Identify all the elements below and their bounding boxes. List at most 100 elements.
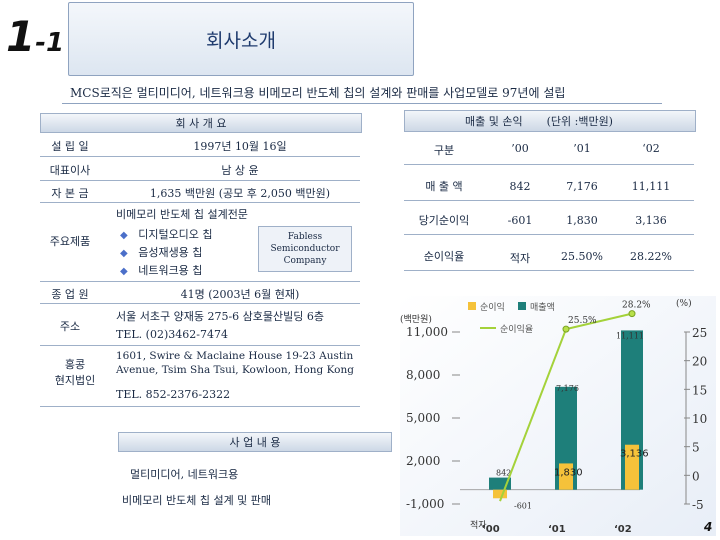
hk-label-line: 홍콩 [64, 358, 86, 371]
rate-point [562, 325, 570, 333]
fabless-badge: Fabless Semiconductor Company [258, 226, 352, 272]
capital-label: 자 본 금 [51, 187, 89, 200]
slide-number-main: 1 [6, 12, 36, 61]
y2-tick-label: 20 [692, 355, 707, 369]
x-tick-label: ‘01 [548, 524, 566, 535]
y-tick-label: 8,000 [406, 368, 440, 382]
x-tick-label: ’00 [482, 524, 500, 535]
bar-profit [559, 463, 573, 490]
diamond-icon: ◆ [120, 248, 128, 259]
business-header: 사 업 내 용 [118, 432, 392, 452]
address-line: 서울 서초구 양재동 275-6 삼호물산빌딩 6층 [116, 310, 324, 323]
fin-cell: 3,136 [635, 214, 667, 227]
employees-label: 종 업 원 [51, 288, 89, 301]
finance-title: 매출 및 손익 [465, 115, 523, 128]
divider [404, 270, 694, 271]
hk-label-line: 현지법인 [54, 374, 96, 387]
business-line: 비메모리 반도체 칩 설계 및 판매 [122, 494, 272, 507]
fin-cell: 842 [509, 180, 531, 193]
fin-col-header: ’00 [511, 142, 529, 155]
fin-col-header: ‘02 [642, 142, 660, 155]
bar-profit [493, 489, 507, 499]
bar-profit [625, 444, 639, 490]
data-label-rate: 28.2% [622, 301, 651, 311]
fin-cell: 7,176 [566, 180, 598, 193]
legend-swatch [518, 302, 526, 310]
legend-label: 순이익 [480, 301, 505, 313]
hk-address-line: Avenue, Tsim Sha Tsui, Kowloon, Hong Kon… [116, 364, 354, 376]
slide-number-sub: -1 [35, 28, 65, 58]
data-label-sales: 11,111 [616, 331, 644, 340]
legend-label: 매출액 [530, 301, 555, 313]
badge-line: Fabless [287, 232, 323, 242]
product-item: ◆ 디지털오디오 칩 [120, 226, 213, 242]
y2-tick-label: 15 [692, 383, 707, 397]
divider [40, 156, 360, 157]
overview-header: 회 사 개 요 [40, 113, 362, 133]
divider [40, 281, 360, 282]
diamond-icon: ◆ [120, 266, 128, 277]
divider [62, 103, 662, 104]
legend-label: 순이익율 [500, 323, 533, 335]
y-axis-label: (백만원) [400, 314, 432, 325]
data-label-sales: 842 [496, 469, 511, 478]
data-label-profit: -601 [514, 501, 532, 510]
y2-tick-label: 10 [692, 412, 707, 426]
products-label: 주요제품 [49, 235, 91, 248]
employees-value: 41명 (2003년 6월 현재) [180, 288, 300, 301]
subtitle: MCS로직은 멀티미디어, 네트워크용 비메모리 반도체 칩의 설계와 판매를 … [70, 86, 566, 100]
ceo-value: 남 상 윤 [221, 164, 259, 177]
page-number: 4 [704, 520, 713, 534]
y-tick-label: 5,000 [406, 411, 440, 425]
y2-tick-label: 25 [692, 326, 707, 340]
badge-line: Company [283, 256, 327, 266]
fin-col-header: 구분 [433, 144, 455, 157]
fin-cell: 1,830 [566, 214, 598, 227]
product-item-label: 디지털오디오 칩 [138, 228, 213, 241]
divider [40, 345, 360, 346]
address-tel: TEL. (02)3462-7474 [116, 328, 228, 341]
y-tick-label: 2,000 [406, 454, 440, 468]
divider [40, 406, 360, 407]
fin-cell: 28.22% [630, 250, 672, 263]
ceo-label: 대표이사 [49, 164, 91, 177]
page-title: 회사소개 [68, 2, 414, 76]
founding-label: 설 립 일 [51, 140, 89, 153]
fin-cell: 25.50% [561, 250, 603, 263]
address-label: 주소 [59, 320, 81, 333]
hk-tel: TEL. 852-2376-2322 [116, 388, 231, 401]
fin-cell: -601 [507, 214, 533, 227]
y2-tick-label: 5 [692, 441, 700, 455]
y2-tick-label: -5 [692, 498, 704, 512]
product-item: ◆ 음성재생용 칩 [120, 244, 202, 260]
rate-point [628, 310, 636, 318]
y-tick-label: 11,000 [406, 325, 448, 339]
data-label-profit: 1,830 [554, 467, 583, 478]
fin-cell: 적자 [509, 252, 531, 265]
data-label-rate: 25.5% [568, 316, 597, 326]
finance-header: 매출 및 손익 (단위 :백만원) [404, 110, 696, 132]
fin-row-label: 순이익율 [423, 250, 465, 263]
fin-row-label: 당기순이익 [418, 214, 470, 227]
product-item-label: 네트워크용 칩 [138, 264, 203, 277]
business-line: 멀티미디어, 네트워크용 [130, 468, 239, 481]
capital-value: 1,635 백만원 (공모 후 2,050 백만원) [149, 187, 331, 200]
finance-chart: 11,000 8,000 5,000 2,000 -1,000 (백만원) 25 20 15 10… [400, 296, 716, 536]
divider [40, 202, 360, 203]
divider [404, 164, 694, 165]
finance-unit: (단위 :백만원) [546, 115, 613, 128]
y-tick-label: -1,000 [406, 497, 444, 511]
y2-axis-label: (%) [676, 298, 692, 309]
slide-number: 1-1 [6, 12, 64, 61]
legend-swatch [468, 302, 476, 310]
fin-cell: 11,111 [631, 180, 671, 193]
product-item: ◆ 네트워크용 칩 [120, 262, 202, 278]
divider [40, 180, 360, 181]
data-label-profit: 3,136 [620, 449, 649, 460]
data-label-sales: 7,176 [556, 384, 579, 393]
fin-row-label: 매 출 액 [425, 180, 463, 193]
diamond-icon: ◆ [120, 230, 128, 241]
badge-line: Semiconductor [270, 244, 340, 254]
data-label-loss: 적자 [470, 519, 487, 531]
